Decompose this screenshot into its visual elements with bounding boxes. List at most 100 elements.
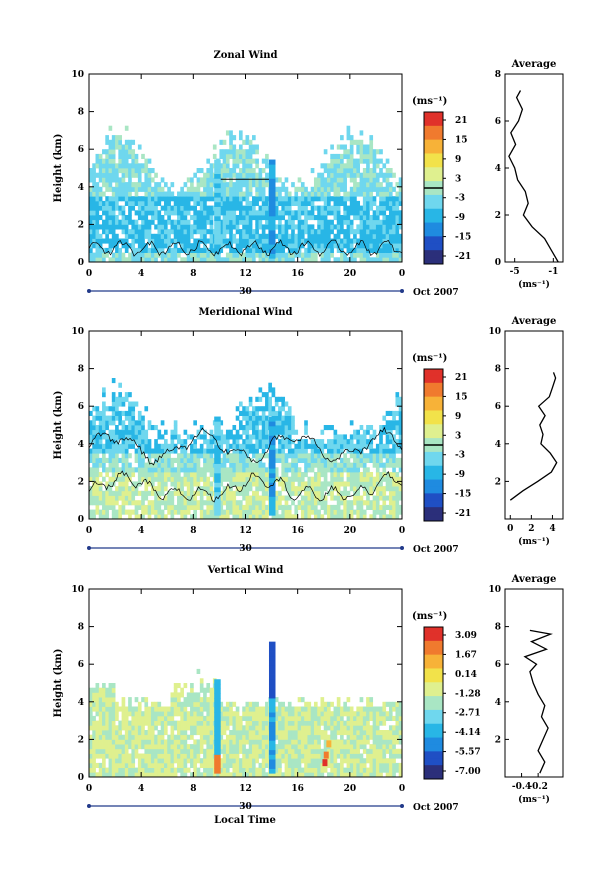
heatmap-cell — [372, 158, 377, 164]
heatmap-cell — [242, 233, 246, 239]
heatmap-cell — [105, 715, 109, 721]
heatmap-cell — [98, 243, 103, 249]
heatmap-cell — [209, 247, 214, 253]
heatmap-cell — [89, 448, 93, 454]
x-tick-label: 12 — [239, 269, 252, 279]
heatmap-cell — [398, 401, 403, 407]
heatmap-cell — [336, 243, 341, 249]
heatmap-cell — [131, 415, 136, 421]
heatmap-cell — [128, 233, 132, 239]
heatmap-cell — [111, 739, 116, 745]
heatmap-cell — [118, 476, 122, 482]
heatmap-cell — [310, 448, 315, 454]
heatmap-cell — [163, 504, 168, 510]
heatmap-cell — [134, 767, 139, 773]
heatmap-stripe — [268, 164, 276, 170]
heatmap-cell — [115, 139, 119, 145]
heatmap-cell — [180, 509, 184, 515]
heatmap-cell — [118, 730, 122, 736]
heatmap-cell — [108, 182, 113, 188]
heatmap-cell — [229, 200, 233, 206]
heatmap-cell — [118, 448, 122, 454]
heatmap-cell — [235, 177, 240, 183]
heatmap-cell — [238, 233, 243, 239]
heatmap-cell — [238, 420, 243, 426]
heatmap-cell — [225, 153, 230, 159]
heatmap-cell — [343, 504, 347, 510]
heatmap-cell — [362, 453, 367, 459]
heatmap-cell — [258, 196, 263, 202]
heatmap-cell — [196, 758, 201, 764]
heatmap-cell — [219, 500, 224, 506]
heatmap-cell — [186, 725, 191, 731]
heatmap-stripe — [214, 230, 221, 236]
heatmap-cell — [327, 504, 331, 510]
heatmap-cell — [245, 247, 250, 253]
heatmap-cell — [147, 472, 152, 478]
heatmap-cell — [336, 453, 341, 459]
heatmap-cell — [353, 139, 357, 145]
heatmap-cell — [111, 257, 116, 263]
heatmap-cell — [95, 406, 100, 412]
heatmap-cell — [330, 210, 334, 216]
heatmap-cell — [304, 215, 308, 221]
heatmap-cell — [147, 720, 152, 726]
heatmap-cell — [183, 711, 188, 717]
colorbar-swatch — [424, 243, 443, 251]
heatmap-cell — [222, 238, 227, 244]
heatmap-cell — [375, 486, 380, 492]
heatmap-cell — [333, 182, 338, 188]
heatmap-cell — [366, 453, 370, 459]
heatmap-cell — [362, 472, 367, 478]
heatmap-cell — [131, 720, 136, 726]
heatmap-cell — [232, 701, 237, 707]
heatmap-cell — [392, 205, 396, 211]
heatmap-cell — [395, 215, 400, 221]
heatmap-cell — [183, 744, 188, 750]
heatmap-cell — [137, 144, 142, 150]
heatmap-cell — [281, 182, 286, 188]
heatmap-cell — [98, 168, 103, 174]
heatmap-cell — [95, 753, 100, 759]
heatmap-cell — [297, 711, 302, 717]
heatmap-cell — [242, 210, 246, 216]
heatmap-cell — [300, 500, 305, 506]
heatmap-cell — [320, 448, 325, 454]
heatmap-cell — [115, 762, 119, 768]
heatmap-cell — [137, 453, 142, 459]
heatmap-cell — [385, 215, 390, 221]
heatmap-cell — [163, 495, 168, 501]
heatmap-cell — [163, 462, 168, 468]
heatmap-cell — [183, 701, 188, 707]
colorbar-swatch — [424, 229, 443, 237]
heatmap-cell — [330, 453, 334, 459]
heatmap-cell — [274, 396, 279, 402]
heatmap-cell — [395, 410, 400, 416]
heatmap-cell — [291, 762, 295, 768]
heatmap-cell — [372, 196, 377, 202]
heatmap-cell — [163, 252, 168, 258]
profile-x-tick-label: 4 — [549, 524, 555, 534]
heatmap-cell — [248, 257, 253, 263]
heatmap-cell — [137, 233, 142, 239]
heatmap-cell — [150, 711, 155, 717]
heatmap-cell — [346, 462, 351, 468]
heatmap-cell — [313, 453, 318, 459]
heatmap-cell — [248, 158, 253, 164]
heatmap-cell — [203, 730, 207, 736]
heatmap-cell — [310, 720, 315, 726]
heatmap-cell — [284, 210, 289, 216]
heatmap-cell — [141, 762, 145, 768]
heatmap-cell — [154, 748, 158, 754]
heatmap-cell — [362, 443, 367, 449]
heatmap-cell — [242, 490, 246, 496]
heatmap-cell — [111, 238, 116, 244]
heatmap-cell — [265, 495, 269, 501]
colorbar-swatch — [424, 375, 443, 384]
heatmap-cell — [320, 711, 325, 717]
heatmap-cell — [274, 401, 279, 407]
heatmap-cell — [222, 233, 227, 239]
heatmap-cell — [238, 514, 243, 520]
heatmap-cell — [238, 758, 243, 764]
heatmap-cell — [359, 158, 364, 164]
